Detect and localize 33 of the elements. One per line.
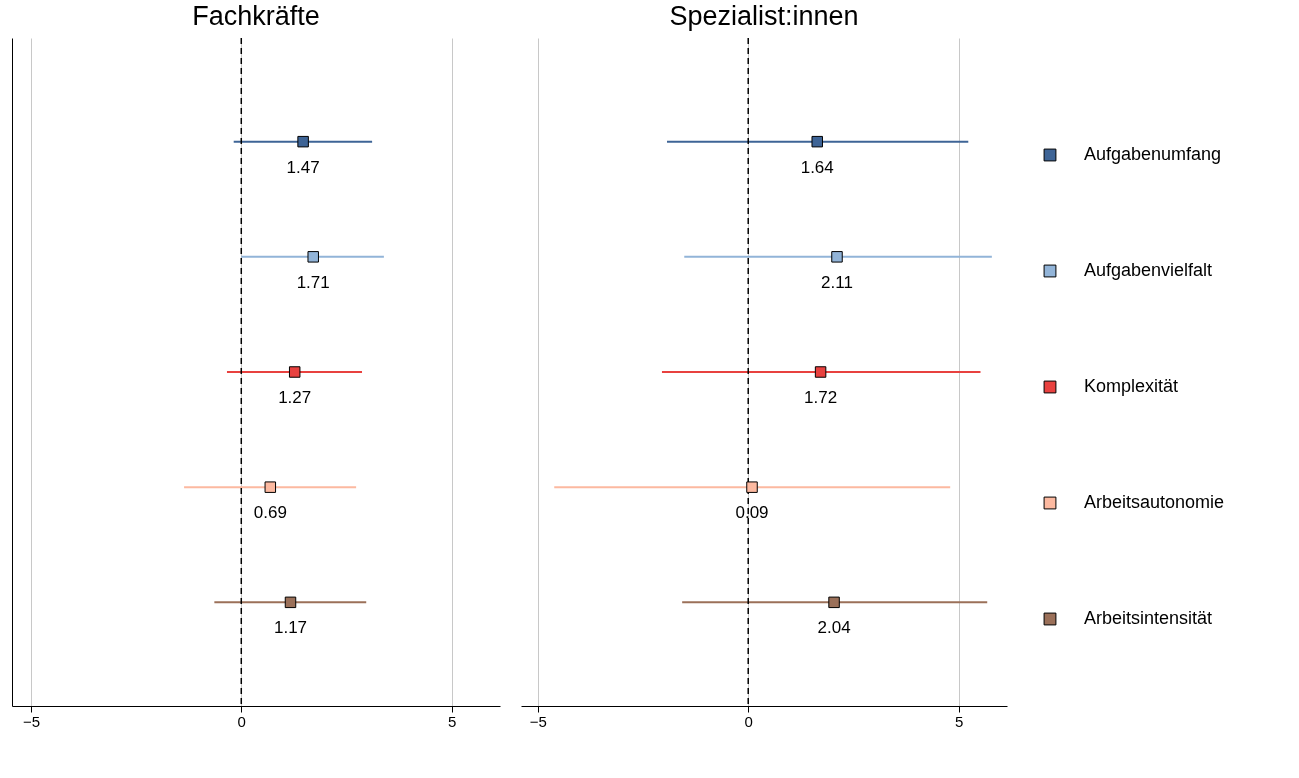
legend-label: Arbeitsautonomie (1084, 492, 1225, 512)
x-tick-label: −5 (529, 712, 547, 730)
chart-title: Fachkräfte (192, 1, 320, 32)
point (288, 366, 301, 378)
data-label: 0.09 (735, 503, 769, 523)
x-tick-label: 5 (447, 712, 457, 730)
legend-label: Aufgabenumfang (1084, 144, 1222, 164)
data-label: 1.64 (800, 157, 834, 177)
data-label: 1.17 (273, 618, 308, 638)
x-tick-label: −5 (22, 712, 40, 730)
point (814, 366, 827, 378)
legend-label: Komplexität (1084, 376, 1179, 396)
data-label: 1.27 (278, 388, 312, 407)
data-label: 1.47 (286, 157, 320, 177)
x-tick-label: 5 (954, 712, 964, 730)
data-label: 2.04 (817, 618, 851, 638)
point (307, 251, 319, 263)
point (264, 481, 277, 493)
point (828, 596, 840, 609)
point (297, 135, 309, 148)
data-label: 1.71 (296, 272, 330, 292)
legend-label: Arbeitsintensität (1084, 608, 1213, 628)
point (746, 481, 758, 493)
point (284, 596, 297, 609)
chart-title: Spezialist:innen (669, 1, 859, 32)
x-tick-label: 0 (237, 712, 246, 730)
data-label: 2.11 (821, 272, 853, 292)
point (811, 135, 823, 148)
legend-label: Aufgabenvielfalt (1084, 260, 1213, 280)
data-label: 1.72 (804, 388, 838, 407)
x-tick-label: 0 (744, 712, 753, 730)
data-label: 0.69 (253, 503, 287, 523)
point (831, 251, 843, 263)
